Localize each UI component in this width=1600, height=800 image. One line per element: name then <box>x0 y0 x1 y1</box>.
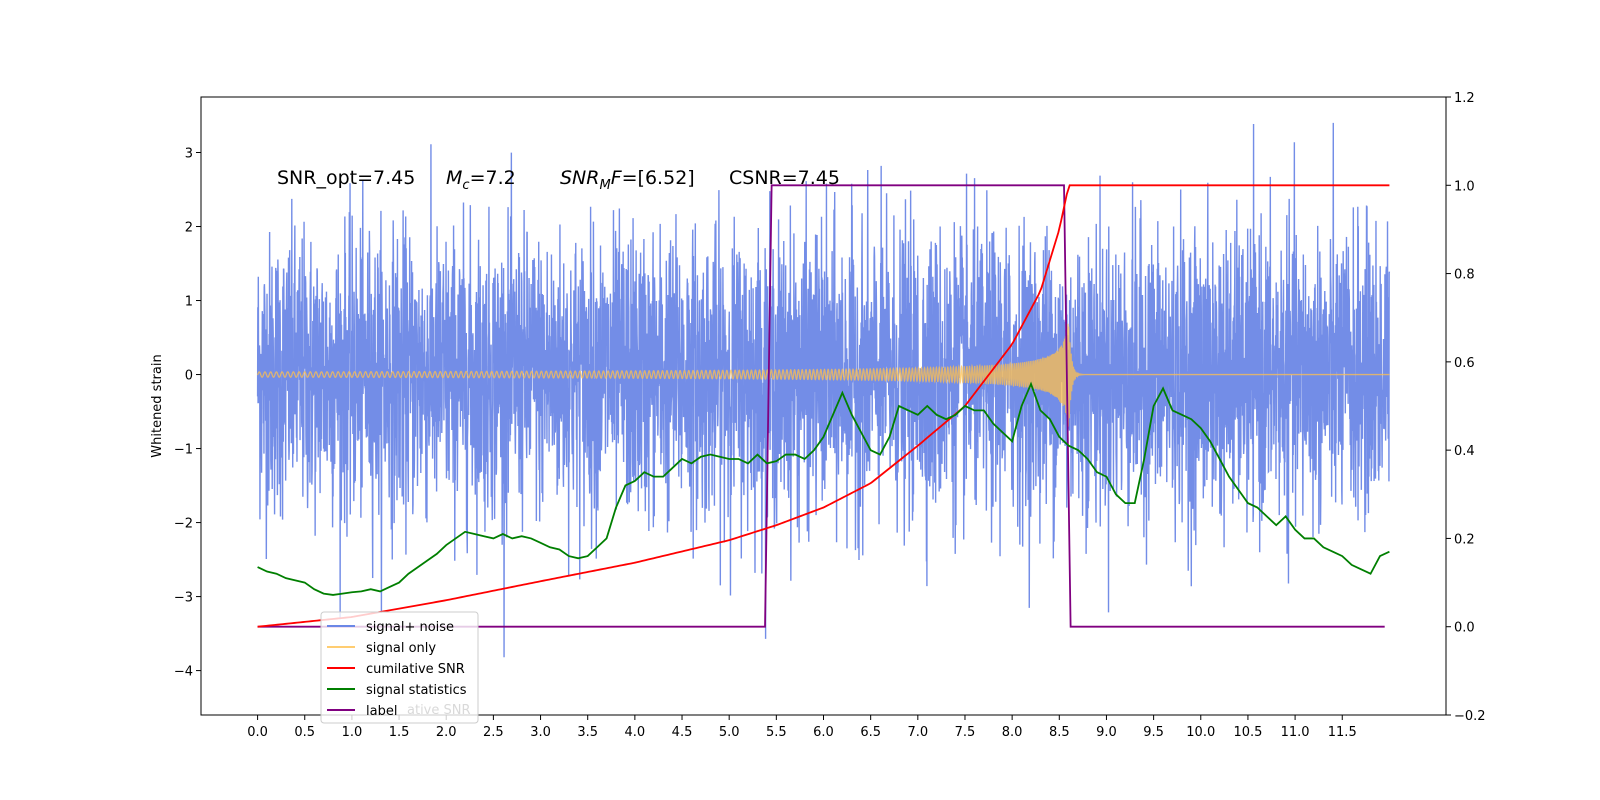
y2-tick-label: 0.4 <box>1454 444 1475 459</box>
x-tick-label: 1.0 <box>342 725 363 740</box>
csnr-annotation: CSNR=7.45 <box>729 167 840 189</box>
y2-tick-label: 1.0 <box>1454 179 1475 194</box>
x-tick-label: 6.0 <box>813 725 834 740</box>
snr-mf-subscript: M <box>599 178 610 193</box>
annotation-text: SNR_opt=7.45 Mc=7.2 SNRMF=[6.52] CSNR=7.… <box>277 167 840 193</box>
y-tick-label: −4 <box>174 665 193 680</box>
signal-statistics-line <box>257 381 1390 596</box>
x-tick-label: 7.0 <box>907 725 928 740</box>
legend: ative SNR signal+ noise signal only cumila… <box>320 611 479 724</box>
snr-mf-symbol: SNR <box>560 167 599 189</box>
y-axis-label: Whitened strain <box>150 354 165 457</box>
x-tick-label: 3.0 <box>530 725 551 740</box>
label-line <box>257 184 1385 628</box>
x-tick-label: 8.5 <box>1049 725 1070 740</box>
x-tick-label: 4.0 <box>625 725 646 740</box>
x-tick-label: 1.5 <box>389 725 410 740</box>
x-tick-label: 10.0 <box>1186 725 1215 740</box>
y2-tick-label: −0.2 <box>1454 709 1486 724</box>
y2-tick-label: 0.0 <box>1454 621 1475 636</box>
snr-opt-annotation: SNR_opt=7.45 <box>277 167 415 189</box>
legend-label: signal only <box>366 641 436 656</box>
x-tick-label: 10.5 <box>1233 725 1262 740</box>
x-tick-label: 0.0 <box>247 725 268 740</box>
legend-label: signal statistics <box>366 683 467 698</box>
x-tick-label: 0.5 <box>294 725 315 740</box>
snr-mf-value: =[6.52] <box>622 167 695 189</box>
cumulative-snr-series <box>257 184 1390 628</box>
mc-value: =7.2 <box>470 167 516 189</box>
x-tick-label: 11.0 <box>1281 725 1310 740</box>
mc-subscript: c <box>462 178 469 193</box>
legend-box <box>320 611 479 724</box>
legend-items: signal+ noise signal only cumilative SNR si… <box>327 620 467 719</box>
y2-tick-label: 0.2 <box>1454 532 1475 547</box>
y2-tick-label: 0.8 <box>1454 268 1475 283</box>
snr-mf-f: F <box>611 167 623 189</box>
mc-symbol: M <box>446 167 462 189</box>
x-tick-label: 7.5 <box>955 725 976 740</box>
x-tick-label: 2.0 <box>436 725 457 740</box>
label-series <box>257 184 1385 628</box>
y-tick-label: 1 <box>185 295 193 310</box>
y-tick-label: −1 <box>174 443 193 458</box>
legend-label: cumilative SNR <box>366 662 465 677</box>
x-tick-label: 2.5 <box>483 725 504 740</box>
x-tick-label: 4.5 <box>672 725 693 740</box>
x-tick-label: 6.5 <box>860 725 881 740</box>
x-tick-label: 9.0 <box>1096 725 1117 740</box>
y2-tick-label: 0.6 <box>1454 356 1475 371</box>
mc-annotation: Mc=7.2 <box>446 167 516 193</box>
signal-only-series <box>256 323 1390 427</box>
signal-statistics-series <box>257 381 1390 596</box>
legend-label: label <box>366 704 397 719</box>
y-tick-label: −3 <box>174 591 193 606</box>
y2-tick-label: 1.2 <box>1454 91 1475 106</box>
cumulative-snr-line <box>257 184 1390 628</box>
x-tick-label: 5.5 <box>766 725 787 740</box>
snr-mf-annotation: SNRMF=[6.52] <box>560 167 695 193</box>
x-tick-label: 11.5 <box>1328 725 1357 740</box>
y-tick-label: 2 <box>185 221 193 236</box>
legend-hidden-text: ative SNR <box>407 703 471 718</box>
x-tick-label: 9.5 <box>1143 725 1164 740</box>
signal-only-line <box>256 323 1390 427</box>
x-tick-label: 3.5 <box>577 725 598 740</box>
plot-area <box>256 122 1391 658</box>
signal-noise-line <box>256 122 1391 658</box>
legend-label: signal+ noise <box>366 620 454 635</box>
x-tick-label: 8.0 <box>1002 725 1023 740</box>
y-tick-label: 3 <box>185 147 193 162</box>
x-tick-label: 5.0 <box>719 725 740 740</box>
y-tick-label: −2 <box>174 517 193 532</box>
y-tick-label: 0 <box>185 369 193 384</box>
y-axis-left: 3 2 1 0 −1 −2 −3 −4 <box>174 147 201 680</box>
y-axis-right: 1.2 1.0 0.8 0.6 0.4 0.2 0.0 −0.2 <box>1446 91 1486 724</box>
x-axis: 0.0 0.5 1.0 1.5 2.0 2.5 3.0 3.5 4.0 4.5 5.0 5.5 6.0 6… <box>247 715 1357 740</box>
signal-noise-series <box>256 122 1391 658</box>
